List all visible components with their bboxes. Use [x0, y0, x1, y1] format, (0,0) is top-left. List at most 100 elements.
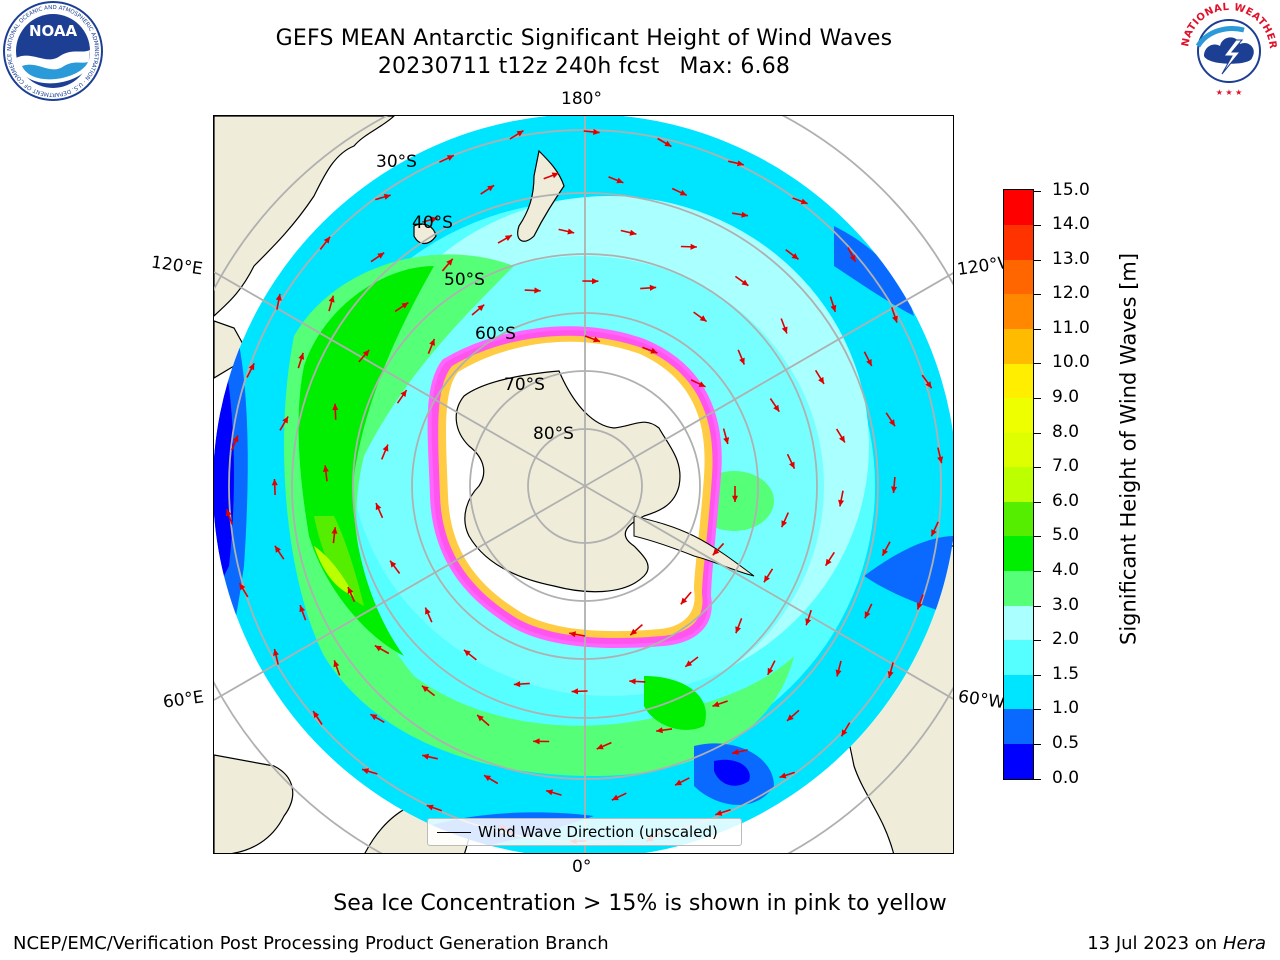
wave-direction-arrowhead	[789, 461, 795, 469]
wave-direction-arrowhead	[422, 753, 429, 760]
wave-direction-arrowhead	[333, 660, 340, 668]
wave-direction-arrowhead	[925, 381, 932, 389]
colorbar-segment	[1004, 466, 1033, 502]
wave-direction-arrowhead	[891, 486, 898, 493]
wave-direction-arrowhead	[818, 376, 824, 384]
map-legend: Wind Wave Direction (unscaled)	[427, 818, 742, 846]
wave-direction-arrowhead	[593, 336, 600, 343]
colorbar-tick	[1034, 640, 1041, 642]
colorbar-tick-label: 7.0	[1052, 456, 1080, 477]
wave-direction-arrowhead	[323, 236, 331, 244]
wave-direction-arrowhead	[732, 495, 738, 502]
antarctica-land	[455, 370, 681, 593]
wave-direction-arrowhead	[551, 172, 559, 179]
wave-direction-arrowhead	[477, 304, 485, 312]
colorbar-tick	[1034, 467, 1041, 469]
colorbar-tick	[1034, 536, 1041, 538]
colorbar-tick	[1034, 328, 1041, 330]
wave-direction-arrowhead	[374, 645, 382, 652]
wave-direction-arrowhead	[737, 160, 744, 167]
colorbar-tick-label: 0.0	[1052, 767, 1080, 788]
wave-direction-arrowhead	[504, 235, 512, 241]
wave-direction-arrowhead	[839, 435, 845, 443]
wave-direction-arrowhead	[400, 390, 407, 397]
colorbar-segment	[1004, 570, 1033, 606]
colorbar-tick	[1034, 398, 1041, 400]
wave-direction-arrowhead	[889, 419, 895, 427]
wave-direction-arrowhead	[698, 381, 706, 387]
lat-label-80s: 80°S	[533, 424, 574, 444]
lon-label-0: 0°	[572, 857, 592, 877]
colorbar-tick	[1034, 674, 1041, 676]
lat-label-30s: 30°S	[376, 152, 417, 172]
colorbar-tick-label: 15.0	[1052, 179, 1090, 200]
polar-map	[213, 115, 954, 854]
wave-direction-arrowhead	[916, 602, 923, 610]
wave-direction-arrowhead	[275, 293, 282, 301]
colorbar	[1003, 189, 1034, 780]
footer-credit: NCEP/EMC/Verification Post Processing Pr…	[13, 933, 609, 954]
colorbar-tick	[1034, 259, 1041, 261]
colorbar-tick	[1034, 778, 1041, 780]
wave-direction-arrowhead	[616, 177, 624, 184]
wave-direction-arrowhead	[781, 520, 788, 528]
colorbar-segment	[1004, 743, 1033, 779]
colorbar-segment	[1004, 362, 1033, 399]
wave-direction-arrowhead	[377, 252, 385, 259]
wave-direction-arrowhead	[426, 804, 434, 811]
wave-direction-arrowhead	[513, 681, 521, 688]
colorbar-tick-label: 0.5	[1052, 732, 1080, 753]
wave-direction-arrowhead	[937, 456, 944, 464]
colorbar-segment	[1004, 639, 1033, 675]
colorbar-tick	[1034, 190, 1041, 192]
legend-label: Wind Wave Direction (unscaled)	[478, 823, 718, 841]
wave-direction-arrowhead	[630, 628, 638, 636]
wave-direction-arrowhead	[741, 279, 749, 286]
colorbar-tick-label: 13.0	[1052, 248, 1090, 269]
wave-direction-arrowhead	[887, 671, 894, 678]
colorbar-tick-label: 2.0	[1052, 629, 1080, 650]
wave-direction-arrowhead	[864, 611, 871, 619]
colorbar-segment	[1004, 397, 1033, 433]
wave-direction-arrowhead	[787, 714, 794, 721]
wave-direction-arrowhead	[484, 775, 491, 782]
colorbar-tick-label: 6.0	[1052, 490, 1080, 511]
wave-direction-arrowhead	[477, 715, 484, 722]
tasmania-land	[413, 223, 437, 245]
wave-direction-arrowhead	[805, 618, 812, 626]
colorbar-tick-label: 5.0	[1052, 525, 1080, 546]
colorbar-segment	[1004, 535, 1033, 572]
colorbar-tick	[1034, 294, 1041, 296]
wave-direction-arrowhead	[596, 743, 604, 750]
wave-direction-arrowhead	[382, 444, 389, 452]
wave-direction-arrowhead	[841, 729, 848, 737]
wave-direction-arrowhead	[446, 155, 454, 161]
sea-ice-note: Sea Ice Concentration > 15% is shown in …	[333, 891, 947, 916]
wind-wave-arrows	[225, 128, 944, 845]
colorbar-tick-label: 4.0	[1052, 559, 1080, 580]
wave-direction-arrowhead	[313, 711, 320, 719]
colorbar-tick-label: 1.0	[1052, 698, 1080, 719]
colorbar-tick-label: 10.0	[1052, 352, 1090, 373]
colorbar-segment	[1004, 674, 1033, 710]
wave-direction-arrowhead	[430, 216, 438, 223]
wave-direction-arrowhead	[675, 779, 682, 786]
wave-direction-arrowhead	[830, 304, 837, 312]
colorbar-segment	[1004, 259, 1033, 295]
colorbar-segment	[1004, 501, 1033, 537]
forecast-run: 20230711 t12z 240h fcst	[377, 54, 660, 79]
wave-direction-arrowhead	[680, 597, 688, 605]
colorbar-tick	[1034, 570, 1041, 572]
wave-direction-arrowhead	[712, 548, 720, 556]
wave-direction-arrowhead	[732, 749, 739, 755]
wave-direction-arrowhead	[347, 587, 354, 594]
max-value: Max: 6.68	[679, 54, 791, 79]
wave-direction-arrowhead	[487, 185, 495, 192]
colorbar-segment	[1004, 224, 1033, 260]
colorbar-segment	[1004, 605, 1033, 641]
wave-direction-arrowhead	[401, 302, 409, 309]
lon-label-60e: 60°E	[161, 687, 206, 713]
colorbar-tick-label: 8.0	[1052, 421, 1080, 442]
wave-direction-arrowhead	[546, 789, 554, 796]
wave-direction-arrowhead	[712, 701, 720, 707]
